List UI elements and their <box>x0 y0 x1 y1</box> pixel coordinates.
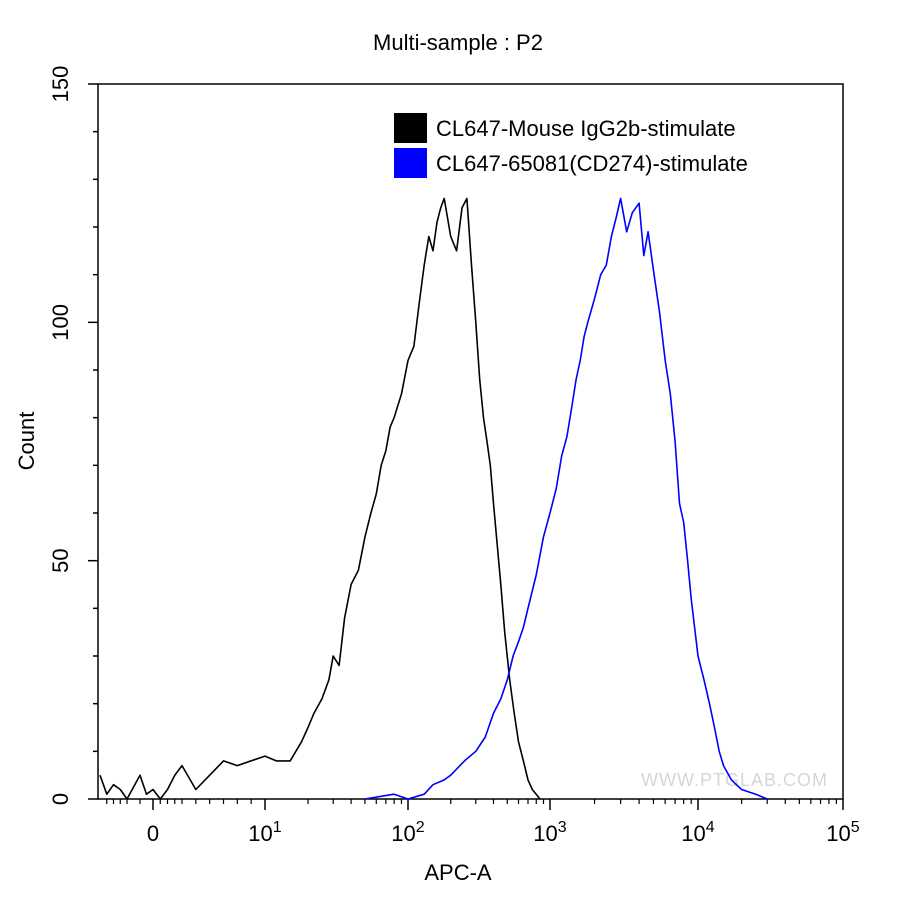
legend-swatch <box>394 113 427 143</box>
x-tick-label: 0 <box>147 821 159 846</box>
series-line-2 <box>364 197 768 800</box>
y-tick-label: 100 <box>48 304 73 341</box>
x-tick-label: 102 <box>391 819 424 846</box>
y-tick-label: 150 <box>48 66 73 103</box>
y-axis: 0 50 100 150 <box>48 66 98 805</box>
x-tick-label: 101 <box>248 819 281 846</box>
y-axis-label: Count <box>14 412 39 471</box>
x-tick-label: 105 <box>826 819 859 846</box>
x-tick-label: 104 <box>681 819 714 846</box>
legend: CL647-Mouse IgG2b-stimulate CL647-65081(C… <box>394 113 748 178</box>
y-tick-label: 50 <box>48 548 73 572</box>
plot-frame <box>97 83 844 800</box>
legend-label: CL647-Mouse IgG2b-stimulate <box>436 116 736 141</box>
legend-swatch <box>394 148 427 178</box>
x-axis-label: APC-A <box>424 860 492 885</box>
series-group <box>99 197 768 800</box>
legend-label: CL647-65081(CD274)-stimulate <box>436 151 748 176</box>
chart-title: Multi-sample : P2 <box>373 30 543 55</box>
y-tick-label: 0 <box>48 793 73 805</box>
series-line-1 <box>99 197 541 800</box>
x-tick-label: 103 <box>533 819 566 846</box>
watermark: WWW.PTGLAB.COM <box>641 770 828 790</box>
x-axis: 0 101 102 103 104 105 <box>106 799 860 846</box>
